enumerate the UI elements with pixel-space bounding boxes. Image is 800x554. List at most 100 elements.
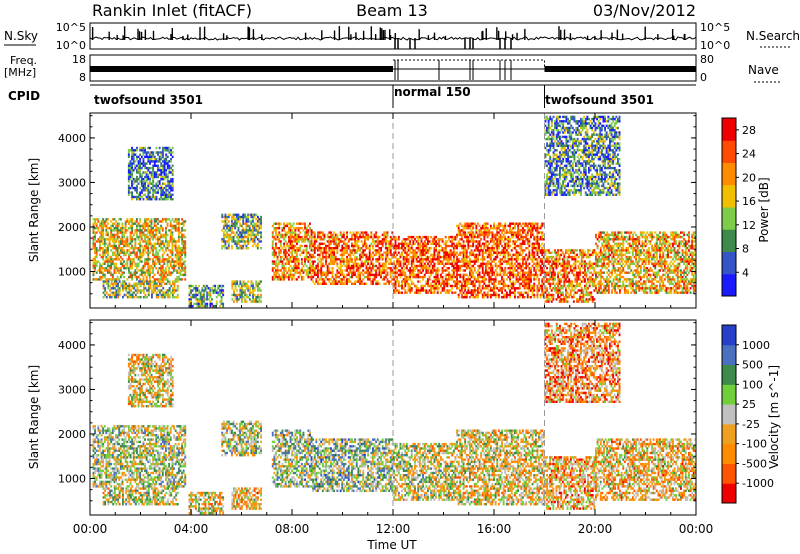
data-cell — [150, 235, 153, 239]
data-cell — [430, 258, 433, 261]
data-cell — [433, 249, 436, 252]
data-cell — [451, 235, 454, 239]
data-cell — [315, 264, 318, 268]
data-cell — [336, 244, 339, 248]
data-cell — [252, 298, 254, 301]
data-cell — [167, 293, 169, 297]
data-cell — [396, 244, 399, 248]
data-cell — [404, 289, 407, 292]
data-cell — [423, 235, 426, 239]
data-cell — [220, 300, 223, 303]
data-cell — [460, 251, 463, 254]
data-cell — [260, 289, 262, 292]
data-cell — [128, 244, 130, 248]
data-cell — [95, 278, 98, 281]
data-cell — [136, 247, 138, 250]
data-cell — [92, 267, 95, 270]
data-cell — [473, 235, 476, 239]
data-cell — [510, 260, 513, 263]
data-cell — [155, 262, 158, 265]
data-cell — [342, 258, 345, 261]
data-cell — [368, 264, 371, 268]
data-cell — [383, 269, 386, 272]
data-cell — [222, 289, 225, 292]
data-cell — [470, 291, 473, 294]
data-cell — [467, 291, 470, 294]
data-cell — [331, 275, 334, 279]
data-cell — [333, 282, 336, 285]
data-cell — [155, 220, 158, 223]
data-cell — [113, 253, 116, 257]
data-cell — [131, 284, 134, 288]
data-cell — [250, 235, 253, 239]
data-cell — [294, 278, 297, 281]
data-cell — [355, 275, 358, 279]
data-cell — [323, 273, 326, 277]
data-cell — [153, 224, 156, 228]
data-cell — [244, 284, 247, 288]
data-cell — [271, 267, 274, 270]
data-cell — [391, 253, 394, 257]
data-cell — [147, 229, 150, 232]
data-cell — [483, 296, 486, 299]
data-cell — [118, 267, 121, 270]
data-cell — [523, 249, 526, 252]
data-cell — [383, 240, 386, 243]
data-cell — [92, 244, 95, 248]
data-cell — [336, 271, 339, 274]
data-cell — [160, 273, 163, 277]
data-cell — [491, 267, 494, 270]
data-cell — [204, 289, 207, 292]
noise-line — [89, 36, 697, 41]
data-cell — [214, 289, 217, 292]
data-cell — [472, 273, 475, 277]
data-cell — [256, 231, 259, 234]
data-cell — [296, 264, 298, 268]
data-cell — [313, 282, 316, 285]
data-cell — [235, 244, 238, 248]
data-cell — [507, 287, 510, 290]
data-cell — [126, 218, 129, 221]
data-cell — [363, 240, 366, 243]
data-cell — [110, 291, 113, 294]
data-cell — [220, 296, 223, 299]
data-cell — [339, 267, 342, 270]
data-cell — [399, 291, 402, 294]
data-cell — [538, 282, 540, 285]
data-cell — [281, 278, 284, 281]
data-cell — [531, 289, 534, 292]
data-cell — [342, 231, 345, 234]
data-cell — [124, 251, 127, 254]
data-cell — [412, 235, 415, 239]
data-cell — [198, 298, 200, 301]
data-cell — [161, 273, 164, 277]
data-cell — [276, 247, 279, 250]
data-cell — [150, 233, 153, 237]
data-cell — [470, 240, 473, 243]
data-cell — [169, 231, 172, 234]
data-cell — [460, 258, 463, 261]
data-cell — [354, 255, 357, 259]
data-cell — [126, 260, 129, 263]
data-cell — [194, 287, 197, 290]
data-cell — [384, 238, 387, 241]
data-cell — [157, 289, 160, 292]
data-cell — [365, 260, 368, 263]
data-cell — [331, 240, 334, 243]
data-cell — [155, 242, 158, 245]
data-cell — [115, 249, 117, 252]
data-cell — [365, 231, 368, 234]
data-cell — [115, 267, 117, 270]
data-cell — [279, 251, 282, 254]
data-cell — [145, 244, 148, 248]
data-cell — [292, 273, 295, 277]
data-cell — [168, 244, 171, 248]
data-cell — [177, 247, 180, 250]
data-cell — [372, 262, 374, 265]
data-cell — [102, 235, 105, 239]
data-cell — [336, 282, 339, 285]
data-cell — [111, 275, 114, 279]
data-cell — [412, 255, 415, 259]
data-cell — [365, 275, 368, 279]
data-cell — [439, 273, 442, 277]
